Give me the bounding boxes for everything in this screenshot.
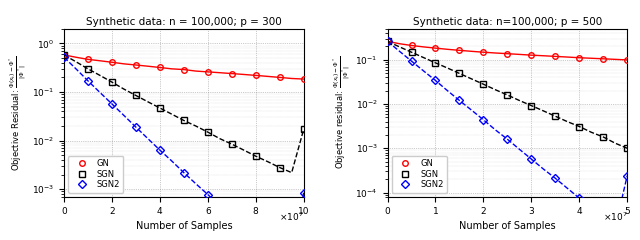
X-axis label: Number of Samples: Number of Samples [459, 221, 556, 231]
SGN2 [204, 193, 212, 196]
SGN [156, 107, 164, 109]
Text: $\times10^{7}$: $\times10^{7}$ [603, 210, 627, 223]
SGN2 [108, 102, 116, 105]
Title: Synthetic data: n=100,000; p = 500: Synthetic data: n=100,000; p = 500 [413, 17, 602, 27]
SGN [228, 143, 236, 145]
SGN2 [384, 40, 392, 43]
SGN [180, 119, 188, 122]
GN [504, 52, 511, 55]
SGN [600, 136, 607, 138]
Line: SGN2: SGN2 [385, 39, 630, 221]
GN [300, 78, 307, 80]
SGN2 [252, 236, 260, 239]
SGN [456, 72, 463, 75]
SGN2 [575, 197, 583, 199]
GN [204, 70, 212, 73]
GN [384, 40, 392, 43]
SGN2 [408, 60, 415, 63]
Line: GN: GN [385, 39, 630, 63]
Line: SGN: SGN [385, 39, 630, 151]
SGN [431, 61, 439, 64]
SGN [132, 94, 140, 97]
Legend: GN, SGN, SGN2: GN, SGN, SGN2 [68, 156, 124, 193]
GN [228, 72, 236, 75]
GN [479, 51, 487, 54]
SGN [527, 104, 535, 107]
SGN2 [527, 158, 535, 161]
SGN2 [600, 216, 607, 219]
SGN [204, 131, 212, 133]
SGN2 [60, 56, 68, 59]
SGN2 [552, 177, 559, 180]
Text: $\times10^{7}$: $\times10^{7}$ [279, 210, 303, 223]
SGN [504, 94, 511, 96]
GN [108, 61, 116, 64]
SGN [252, 155, 260, 158]
Line: GN: GN [61, 52, 307, 82]
SGN2 [228, 215, 236, 218]
GN [156, 66, 164, 69]
SGN [575, 125, 583, 128]
GN [132, 64, 140, 66]
SGN [623, 147, 631, 150]
SGN [84, 67, 92, 70]
GN [575, 56, 583, 59]
SGN [408, 51, 415, 54]
Y-axis label: Objective Residual: $\frac{\Phi(x_t)-\Phi^*}{|\Phi^*|}$: Objective Residual: $\frac{\Phi(x_t)-\Ph… [8, 55, 29, 171]
GN [552, 55, 559, 58]
SGN [60, 54, 68, 56]
SGN [384, 40, 392, 43]
SGN2 [431, 79, 439, 82]
GN [431, 47, 439, 49]
SGN2 [623, 174, 631, 177]
Title: Synthetic data: n = 100,000; p = 300: Synthetic data: n = 100,000; p = 300 [86, 17, 282, 27]
GN [60, 54, 68, 56]
GN [252, 74, 260, 77]
SGN [552, 115, 559, 118]
SGN2 [300, 191, 307, 194]
SGN [479, 83, 487, 86]
SGN2 [456, 99, 463, 102]
SGN2 [156, 149, 164, 151]
SGN2 [84, 79, 92, 82]
GN [276, 76, 284, 79]
X-axis label: Number of Samples: Number of Samples [136, 221, 232, 231]
GN [623, 59, 631, 61]
GN [456, 49, 463, 52]
Line: SGN: SGN [61, 52, 307, 170]
Y-axis label: Objective residual: $\frac{\Phi(x_t)-\Phi^*}{|\Phi^*|}$: Objective residual: $\frac{\Phi(x_t)-\Ph… [332, 56, 353, 169]
SGN [276, 166, 284, 169]
SGN [300, 128, 307, 131]
Line: SGN2: SGN2 [61, 54, 307, 240]
SGN2 [132, 126, 140, 129]
SGN2 [479, 118, 487, 121]
SGN2 [504, 138, 511, 141]
SGN [108, 81, 116, 84]
GN [527, 54, 535, 57]
GN [600, 57, 607, 60]
GN [180, 68, 188, 71]
SGN2 [180, 171, 188, 174]
Legend: GN, SGN, SGN2: GN, SGN, SGN2 [392, 156, 447, 193]
GN [408, 44, 415, 47]
GN [84, 58, 92, 61]
